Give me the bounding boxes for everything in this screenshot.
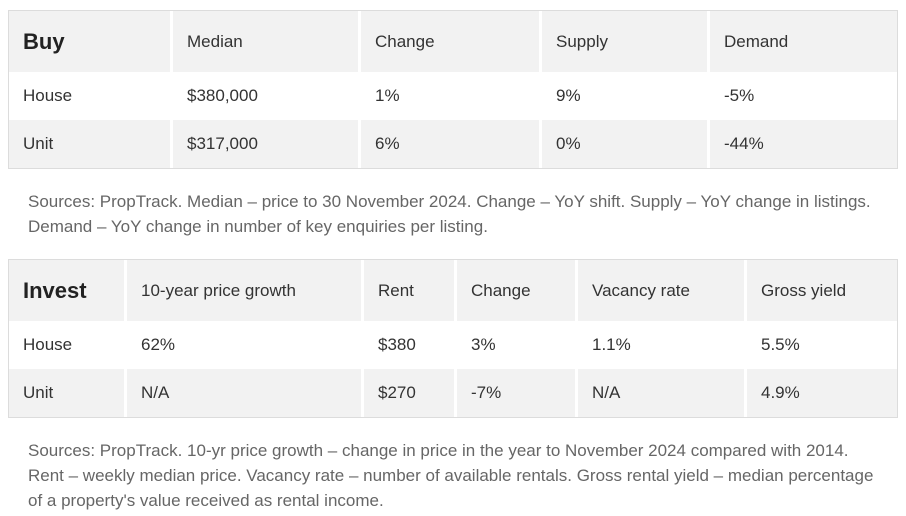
table-cell: 5.5% xyxy=(747,321,897,369)
table-cell: 4.9% xyxy=(747,369,897,417)
column-header-change: Change xyxy=(457,260,578,321)
column-header-rent: Rent xyxy=(364,260,457,321)
buy-table: Buy Median Change Supply Demand House $3… xyxy=(8,10,898,169)
table-cell: 0% xyxy=(542,120,710,168)
row-label-unit: Unit xyxy=(9,369,127,417)
table-row: Unit N/A $270 -7% N/A 4.9% xyxy=(9,369,897,417)
table-row: House $380,000 1% 9% -5% xyxy=(9,72,897,120)
row-label-house: House xyxy=(9,72,173,120)
table-header-row: Buy Median Change Supply Demand xyxy=(9,11,897,72)
column-header-gross-yield: Gross yield xyxy=(747,260,897,321)
row-label-house: House xyxy=(9,321,127,369)
table-cell: 3% xyxy=(457,321,578,369)
table-cell: 1.1% xyxy=(578,321,747,369)
table-cell: N/A xyxy=(578,369,747,417)
buy-sources-note: Sources: PropTrack. Median – price to 30… xyxy=(28,192,871,236)
table-row: Unit $317,000 6% 0% -44% xyxy=(9,120,897,168)
column-header-vacancy-rate: Vacancy rate xyxy=(578,260,747,321)
table-cell: 62% xyxy=(127,321,364,369)
table-cell: 1% xyxy=(361,72,542,120)
table-cell: N/A xyxy=(127,369,364,417)
table-cell: 9% xyxy=(542,72,710,120)
row-label-unit: Unit xyxy=(9,120,173,168)
table-cell: 6% xyxy=(361,120,542,168)
invest-sources-note: Sources: PropTrack. 10-yr price growth –… xyxy=(28,441,874,510)
buy-title: Buy xyxy=(9,11,173,72)
invest-title: Invest xyxy=(9,260,127,321)
table-cell: -7% xyxy=(457,369,578,417)
column-header-median: Median xyxy=(173,11,361,72)
table-header-row: Invest 10-year price growth Rent Change … xyxy=(9,260,897,321)
column-header-change: Change xyxy=(361,11,542,72)
table-cell: $270 xyxy=(364,369,457,417)
invest-table: Invest 10-year price growth Rent Change … xyxy=(8,259,898,418)
table-cell: -44% xyxy=(710,120,897,168)
table-cell: $317,000 xyxy=(173,120,361,168)
table-cell: $380,000 xyxy=(173,72,361,120)
column-header-demand: Demand xyxy=(710,11,897,72)
column-header-price-growth: 10-year price growth xyxy=(127,260,364,321)
table-cell: -5% xyxy=(710,72,897,120)
table-cell: $380 xyxy=(364,321,457,369)
column-header-supply: Supply xyxy=(542,11,710,72)
table-row: House 62% $380 3% 1.1% 5.5% xyxy=(9,321,897,369)
